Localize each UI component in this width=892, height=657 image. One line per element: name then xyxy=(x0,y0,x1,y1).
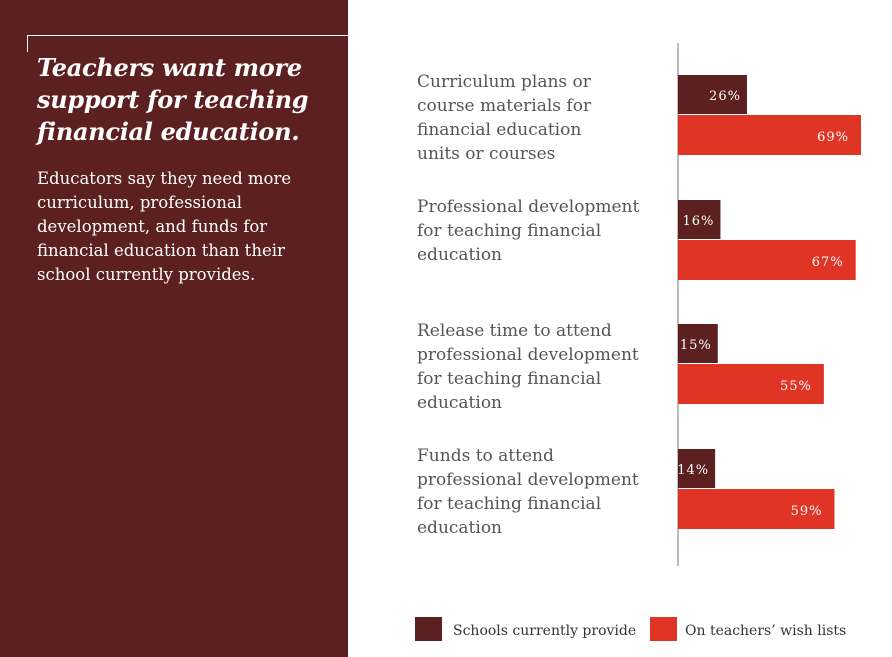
bar-schools-provide xyxy=(678,324,718,363)
data-label-wishlist: 69% xyxy=(817,130,849,145)
category-label: Funds to attend professional development f… xyxy=(417,446,639,538)
category-label: Release time to attend professional devel… xyxy=(417,321,639,413)
bar-wish-list xyxy=(678,364,824,404)
bar-schools-provide xyxy=(678,449,716,488)
data-label-schools: 14% xyxy=(677,463,709,478)
data-label-schools: 15% xyxy=(680,338,712,353)
legend-label-wishlist: On teachers’ wish lists xyxy=(685,623,846,639)
category-label: Professional development for teaching fin… xyxy=(417,197,639,265)
legend-swatch-wishlist xyxy=(650,617,677,641)
bar-schools-provide xyxy=(678,75,747,114)
data-label-schools: 16% xyxy=(683,214,715,229)
bar-schools-provide xyxy=(678,200,721,239)
data-label-schools: 26% xyxy=(709,89,741,104)
legend-swatch-schools xyxy=(415,617,442,641)
bar-wish-list xyxy=(678,489,835,529)
category-label: Curriculum plans or course materials for f… xyxy=(417,72,592,164)
corner-accent-line xyxy=(27,35,348,52)
legend-label-schools: Schools currently provide xyxy=(453,623,636,639)
data-label-wishlist: 67% xyxy=(812,255,844,270)
data-label-wishlist: 55% xyxy=(780,379,812,394)
bar-wish-list xyxy=(678,240,856,280)
bar-chart: Curriculum plans or course materials for f… xyxy=(415,43,861,641)
left-panel: Teachers want more support for teaching … xyxy=(0,0,348,657)
data-label-wishlist: 59% xyxy=(791,504,823,519)
headline: Teachers want more support for teaching … xyxy=(37,53,309,146)
subtext: Educators say they need more curriculum,… xyxy=(37,169,292,284)
bar-wish-list xyxy=(678,115,861,155)
